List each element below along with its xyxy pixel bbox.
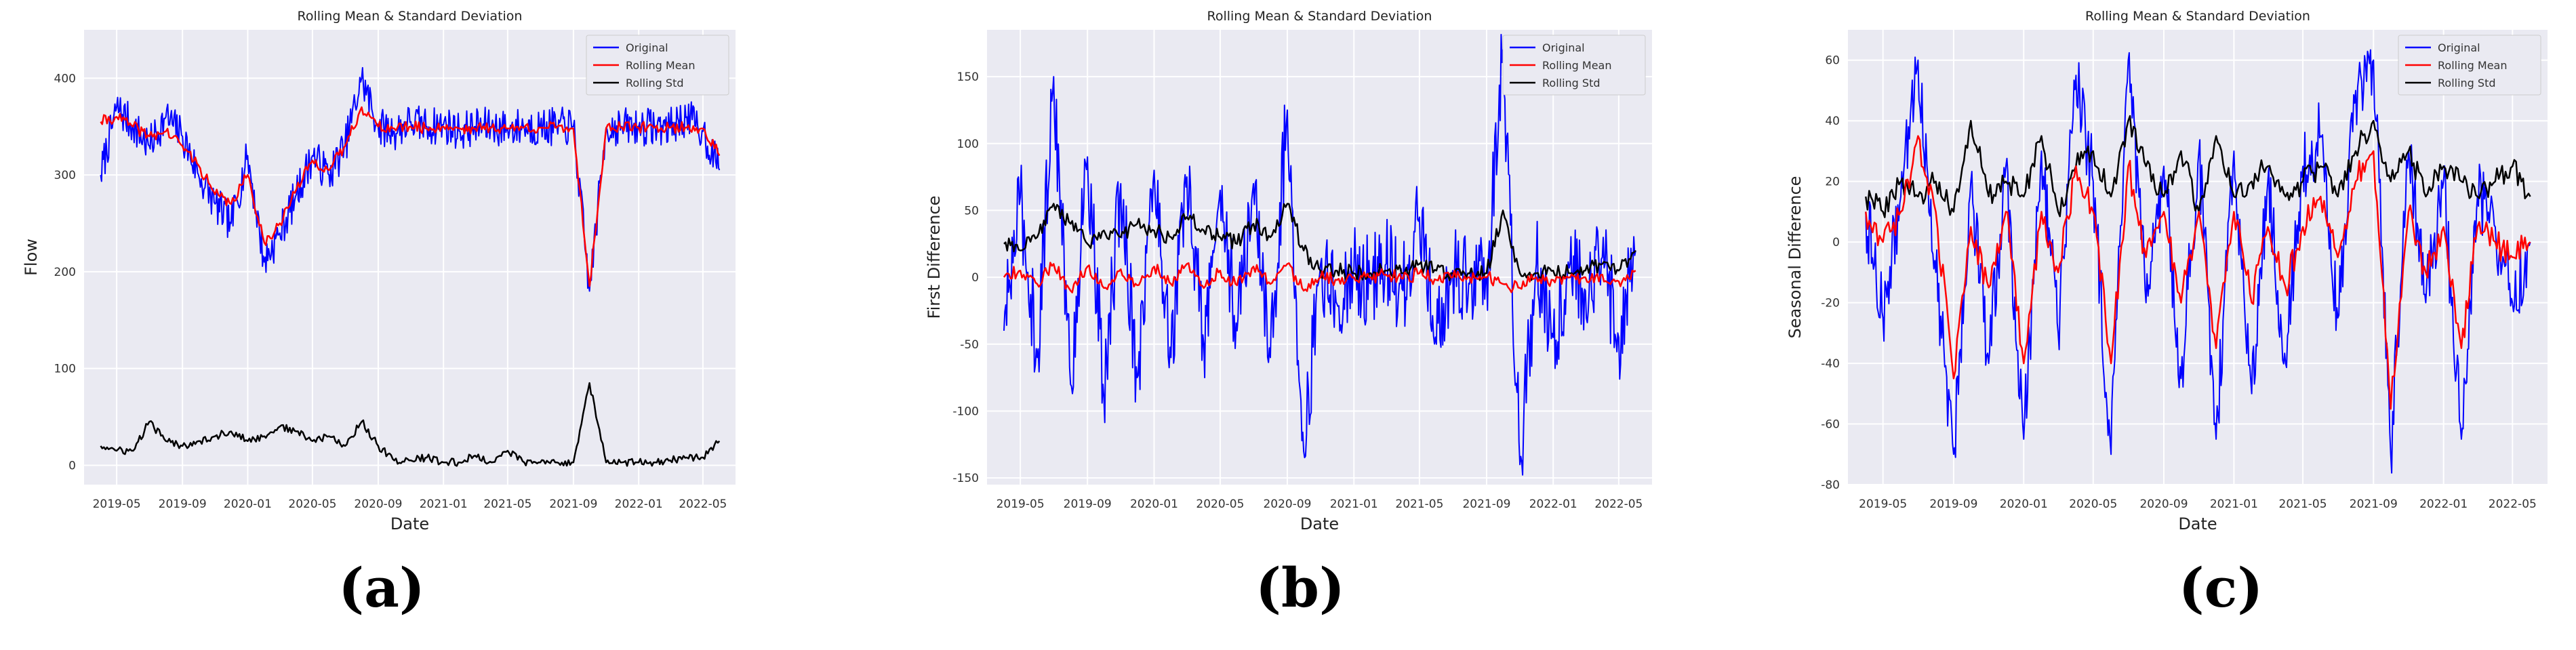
y-tick-label: -20 — [1821, 297, 1840, 310]
x-tick-label: 2022-01 — [615, 497, 663, 511]
y-tick-label: 40 — [1825, 115, 1840, 128]
y-tick-label: -100 — [952, 405, 979, 418]
x-tick-label: 2019-09 — [1929, 497, 1977, 511]
panel-label-b: (b) — [1255, 556, 1345, 619]
x-tick-label: 2020-01 — [224, 497, 272, 511]
y-axis-label: Flow — [22, 239, 41, 276]
y-tick-label: 0 — [68, 459, 76, 472]
y-tick-label: -150 — [952, 472, 979, 485]
y-tick-label: 50 — [964, 204, 979, 218]
x-tick-label: 2020-01 — [2000, 497, 2048, 511]
x-tick-label: 2021-09 — [549, 497, 597, 511]
chart-panel-a: 2019-05 2019-09 2020-01 2020-05 2020-09 2021-… — [0, 0, 858, 650]
x-tick-label: 2019-05 — [1859, 497, 1907, 511]
legend-entry: Rolling Mean — [626, 59, 696, 72]
legend-entry: Original — [626, 41, 668, 54]
chart-panel-c: 2019-05 2019-09 2020-01 2020-05 2020-09 2021-… — [1716, 0, 2576, 650]
x-tick-label: 2020-05 — [288, 497, 336, 511]
x-tick-label: 2020-09 — [1263, 497, 1311, 511]
legend: Original Rolling Mean Rolling Std — [1502, 35, 1646, 96]
legend-entry: Rolling Mean — [2438, 59, 2508, 72]
legend: Original Rolling Mean Rolling Std — [586, 35, 729, 96]
panel-label-a: (a) — [338, 556, 425, 619]
legend: Original Rolling Mean Rolling Std — [2398, 35, 2541, 96]
plot-area — [84, 30, 736, 485]
legend-entry: Original — [2438, 41, 2480, 54]
plot-area — [987, 30, 1652, 485]
chart-c: 2019-05 2019-09 2020-01 2020-05 2020-09 2021-… — [1786, 9, 2548, 533]
y-tick-label: -40 — [1821, 357, 1840, 371]
x-tick-label: 2022-01 — [1529, 497, 1577, 511]
x-tick-label: 2020-09 — [2139, 497, 2188, 511]
x-axis-label: Date — [2178, 514, 2217, 533]
y-tick-label: -50 — [960, 338, 979, 352]
x-tick-label: 2020-09 — [354, 497, 402, 511]
chart-title: Rolling Mean & Standard Deviation — [1207, 9, 1432, 24]
y-tick-label: 0 — [1832, 236, 1840, 249]
x-tick-label: 2022-01 — [2419, 497, 2468, 511]
y-tick-label: 20 — [1825, 176, 1840, 189]
legend-entry: Original — [1542, 41, 1585, 54]
y-tick-label: 150 — [957, 70, 979, 84]
series-line-rolling-mean — [1003, 262, 1636, 293]
x-tick-label: 2019-09 — [1064, 497, 1112, 511]
x-tick-label: 2022-05 — [2489, 497, 2537, 511]
panel-label-c: (c) — [2178, 556, 2263, 619]
y-axis-label: Seasonal Difference — [1786, 176, 1805, 339]
series-line-rolling-mean — [100, 106, 721, 287]
series-line-original — [1865, 49, 2531, 474]
x-tick-label: 2021-05 — [2279, 497, 2327, 511]
chart-title: Rolling Mean & Standard Deviation — [298, 9, 523, 24]
x-tick-label: 2021-05 — [483, 497, 531, 511]
series-line-original — [100, 66, 721, 292]
x-tick-label: 2020-01 — [1130, 497, 1178, 511]
legend-box — [2398, 35, 2541, 96]
x-tick-label: 2019-09 — [159, 497, 207, 511]
chart-panel-b: 2019-05 2019-09 2020-01 2020-05 2020-09 2021-… — [858, 0, 1716, 650]
x-axis-label: Date — [390, 514, 429, 533]
series-line-rolling-mean — [1865, 135, 2531, 410]
y-tick-label: 200 — [54, 266, 76, 279]
y-tick-label: -60 — [1821, 418, 1840, 432]
y-tick-label: 100 — [957, 138, 979, 151]
y-tick-label: -80 — [1821, 479, 1840, 492]
series-line-rolling-std — [100, 382, 721, 467]
series-line-original — [1003, 34, 1636, 476]
x-tick-label: 2021-01 — [2210, 497, 2258, 511]
x-axis-label: Date — [1300, 514, 1339, 533]
legend-entry: Rolling Mean — [1542, 59, 1612, 72]
x-tick-label: 2022-05 — [1594, 497, 1643, 511]
chart-a: 2019-05 2019-09 2020-01 2020-05 2020-09 2021-… — [22, 9, 736, 533]
grid — [84, 30, 736, 485]
plot-area — [1848, 30, 2548, 485]
y-tick-label: 0 — [971, 271, 979, 285]
y-axis-label: First Difference — [925, 196, 944, 319]
x-tick-label: 2021-09 — [1462, 497, 1510, 511]
legend-entry: Rolling Std — [626, 77, 684, 89]
legend-entry: Rolling Std — [2438, 77, 2496, 89]
y-tick-label: 400 — [54, 72, 76, 85]
chart-b: 2019-05 2019-09 2020-01 2020-05 2020-09 2021-… — [925, 9, 1652, 533]
chart-title: Rolling Mean & Standard Deviation — [2085, 9, 2310, 24]
x-tick-label: 2021-09 — [2350, 497, 2398, 511]
x-tick-label: 2022-05 — [679, 497, 727, 511]
y-tick-label: 60 — [1825, 54, 1840, 68]
y-tick-label: 100 — [54, 363, 76, 376]
x-tick-label: 2020-05 — [2069, 497, 2117, 511]
x-tick-label: 2021-01 — [1330, 497, 1378, 511]
y-tick-label: 300 — [54, 169, 76, 182]
x-tick-label: 2021-05 — [1395, 497, 1443, 511]
x-tick-label: 2020-05 — [1196, 497, 1244, 511]
x-tick-label: 2021-01 — [420, 497, 468, 511]
legend-box — [1502, 35, 1646, 96]
x-tick-label: 2019-05 — [997, 497, 1045, 511]
x-tick-label: 2019-05 — [93, 497, 141, 511]
legend-entry: Rolling Std — [1542, 77, 1601, 89]
legend-box — [586, 35, 729, 96]
